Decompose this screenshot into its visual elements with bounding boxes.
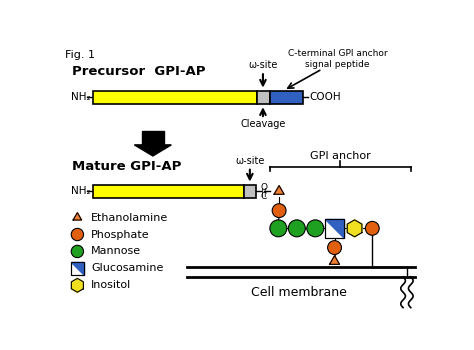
Circle shape xyxy=(365,222,379,235)
Polygon shape xyxy=(134,145,171,156)
Polygon shape xyxy=(73,213,82,220)
Text: Phosphate: Phosphate xyxy=(91,230,150,239)
Text: O: O xyxy=(261,183,268,192)
Text: Ethanolamine: Ethanolamine xyxy=(91,212,168,223)
Polygon shape xyxy=(274,186,284,194)
Polygon shape xyxy=(329,256,339,264)
Text: C: C xyxy=(261,192,267,201)
Bar xyxy=(71,262,83,274)
Text: Mature GPI-AP: Mature GPI-AP xyxy=(72,160,182,173)
Bar xyxy=(325,219,344,238)
Text: Precursor  GPI-AP: Precursor GPI-AP xyxy=(72,65,206,78)
Polygon shape xyxy=(325,219,344,238)
Bar xyxy=(93,91,257,104)
Text: ||: || xyxy=(261,188,266,197)
Circle shape xyxy=(71,228,83,241)
Text: ω-site: ω-site xyxy=(248,60,278,70)
Bar xyxy=(270,91,303,104)
Text: COOH: COOH xyxy=(309,92,341,103)
Polygon shape xyxy=(142,131,164,145)
Circle shape xyxy=(288,220,305,237)
Text: Glucosamine: Glucosamine xyxy=(91,264,164,273)
Text: Cleavage: Cleavage xyxy=(240,119,286,130)
Bar xyxy=(71,262,83,274)
Bar xyxy=(257,91,270,104)
Bar xyxy=(93,185,244,197)
Text: NH₂: NH₂ xyxy=(71,92,91,103)
Text: NH₂: NH₂ xyxy=(71,187,91,196)
Polygon shape xyxy=(347,220,362,237)
Polygon shape xyxy=(72,278,83,292)
Polygon shape xyxy=(71,262,83,274)
Bar xyxy=(244,185,256,197)
Text: Cell membrane: Cell membrane xyxy=(251,286,347,299)
Text: Mannose: Mannose xyxy=(91,246,141,257)
Text: C-terminal GPI anchor
signal peptide: C-terminal GPI anchor signal peptide xyxy=(288,49,387,69)
Circle shape xyxy=(328,241,341,254)
Text: Inositol: Inositol xyxy=(91,280,131,290)
Text: Fig. 1: Fig. 1 xyxy=(65,50,95,60)
Circle shape xyxy=(307,220,324,237)
Bar xyxy=(325,219,344,238)
Text: ω-site: ω-site xyxy=(235,156,264,166)
Circle shape xyxy=(272,204,286,218)
Circle shape xyxy=(71,245,83,258)
Circle shape xyxy=(270,220,287,237)
Text: GPI anchor: GPI anchor xyxy=(310,151,371,161)
